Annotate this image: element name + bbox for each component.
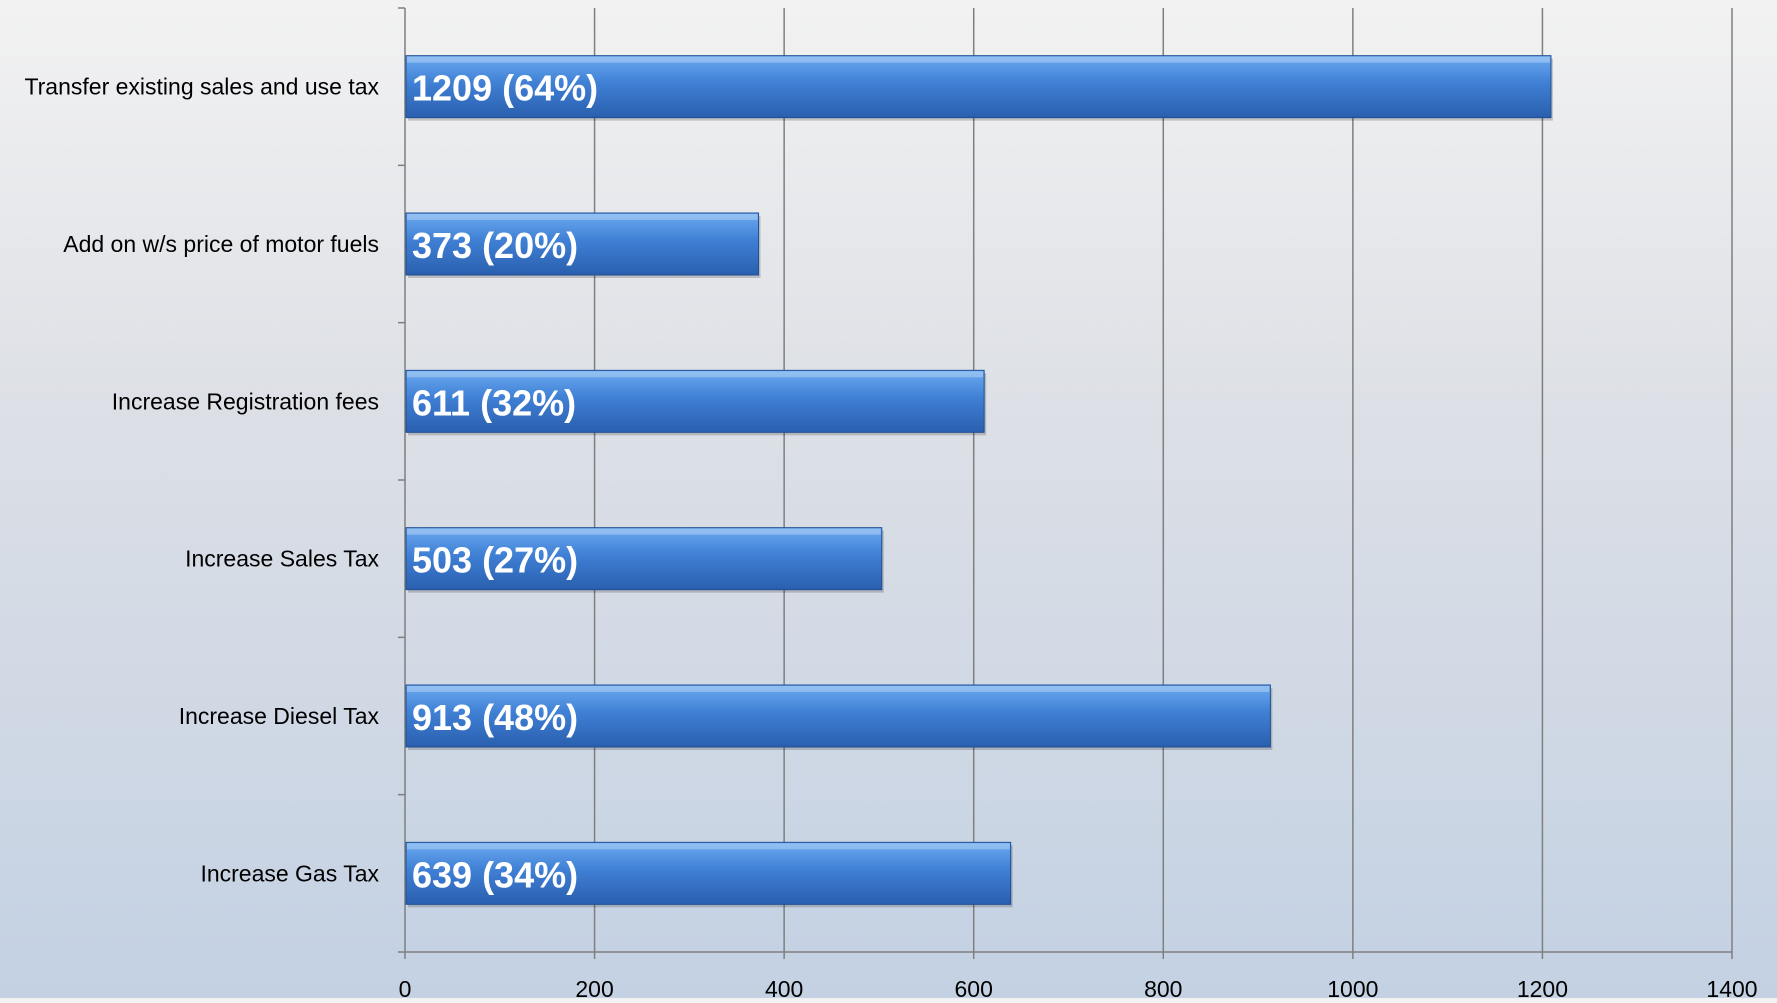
x-tick-label: 1000 <box>1327 976 1378 998</box>
bar-highlight <box>407 214 758 220</box>
bar-highlight <box>407 371 984 378</box>
gridlines <box>593 8 1733 952</box>
data-label: 503 (27%) <box>412 540 578 581</box>
data-label: 1209 (64%) <box>412 68 598 109</box>
bar-highlight <box>407 528 881 535</box>
bar <box>405 369 985 433</box>
data-label: 913 (48%) <box>412 697 578 738</box>
bar-highlight <box>407 56 1550 63</box>
category-label: Transfer existing sales and use tax <box>24 74 379 100</box>
category-label: Add on w/s price of motor fuels <box>63 231 379 257</box>
bars <box>405 55 1553 908</box>
x-tick-label: 200 <box>575 976 613 998</box>
bar <box>405 841 1012 905</box>
x-tick-label: 800 <box>1144 976 1182 998</box>
x-tick-label: 400 <box>765 976 803 998</box>
bar <box>405 212 760 276</box>
x-tick-label: 1200 <box>1517 976 1568 998</box>
data-label: 373 (20%) <box>412 225 578 266</box>
category-label: Increase Registration fees <box>112 388 379 414</box>
category-label: Increase Diesel Tax <box>179 703 380 729</box>
bar <box>405 527 883 591</box>
data-label: 639 (34%) <box>412 854 578 895</box>
axes <box>398 7 1733 959</box>
x-tick-label: 1400 <box>1706 976 1757 998</box>
category-label: Increase Gas Tax <box>200 860 379 886</box>
bar-highlight <box>407 686 1270 692</box>
bar <box>405 684 1271 748</box>
category-label: Increase Sales Tax <box>185 546 379 572</box>
x-tick-label: 0 <box>399 976 412 998</box>
data-label: 611 (32%) <box>412 382 576 423</box>
x-tick-label: 600 <box>955 976 993 998</box>
bar-highlight <box>407 843 1010 850</box>
bar <box>405 55 1552 119</box>
